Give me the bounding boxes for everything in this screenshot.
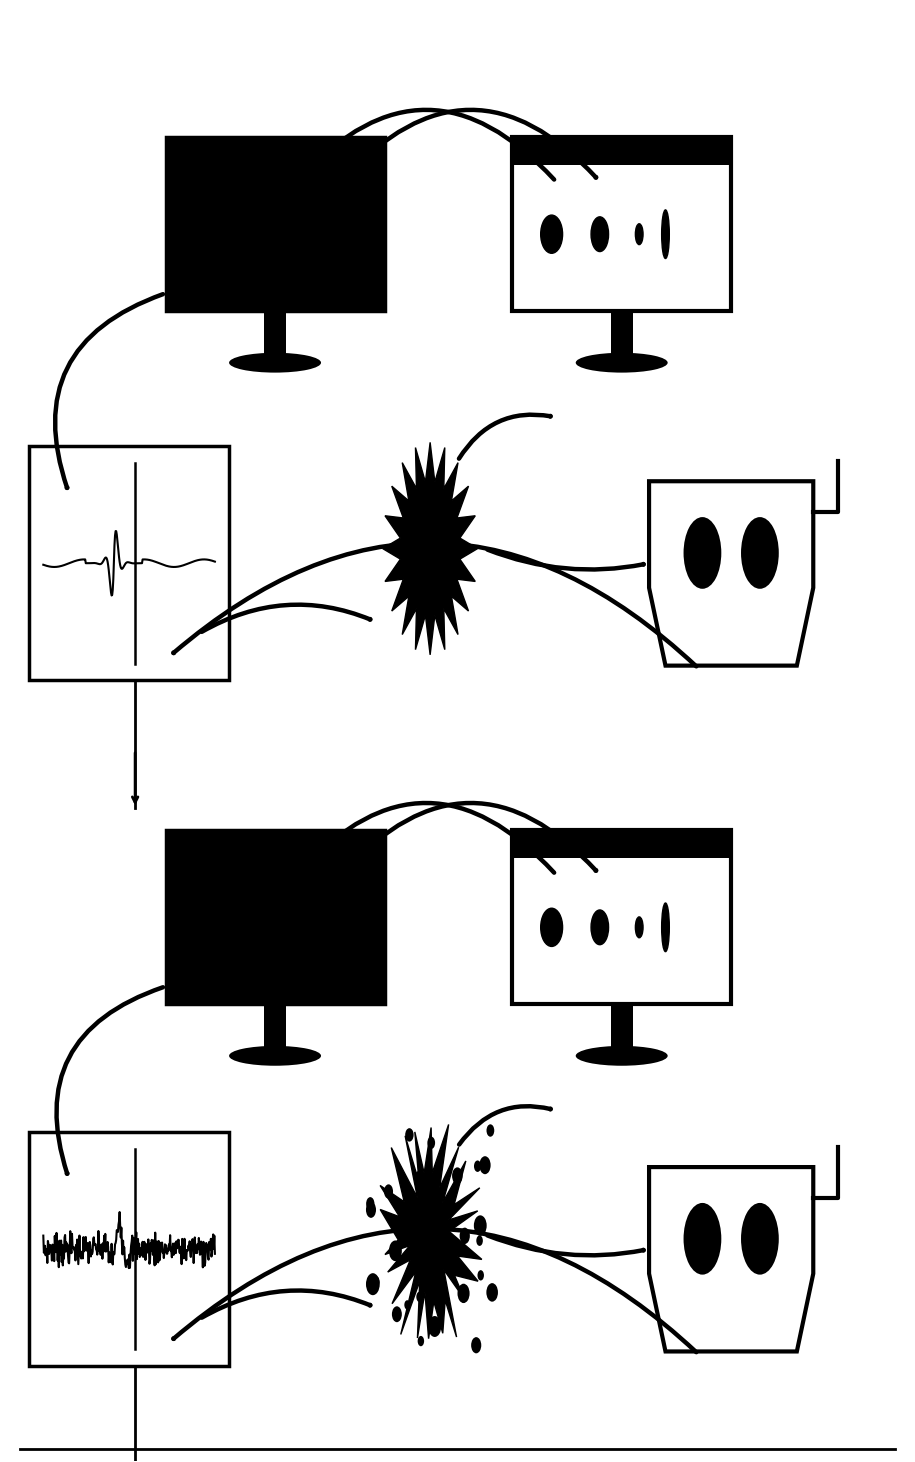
Bar — [512, 830, 731, 858]
Bar — [512, 137, 731, 165]
Circle shape — [487, 1284, 498, 1301]
Circle shape — [407, 1196, 419, 1213]
Circle shape — [417, 1336, 425, 1347]
Circle shape — [471, 1338, 481, 1354]
Bar — [610, 310, 632, 355]
Ellipse shape — [229, 1045, 321, 1066]
Circle shape — [425, 1273, 434, 1285]
Circle shape — [452, 1167, 463, 1184]
Ellipse shape — [229, 352, 321, 373]
Circle shape — [366, 1197, 374, 1211]
Bar — [512, 137, 731, 310]
Circle shape — [458, 1284, 469, 1303]
Circle shape — [392, 1306, 402, 1322]
Ellipse shape — [541, 215, 563, 253]
Circle shape — [404, 1300, 410, 1310]
Ellipse shape — [635, 224, 643, 244]
Bar — [166, 137, 384, 310]
Polygon shape — [649, 481, 813, 665]
Ellipse shape — [662, 904, 669, 952]
Circle shape — [474, 1215, 487, 1235]
Circle shape — [416, 1291, 423, 1303]
Bar — [512, 830, 731, 1004]
Circle shape — [426, 1287, 437, 1306]
Circle shape — [477, 1235, 483, 1246]
Circle shape — [478, 1270, 484, 1281]
Bar — [264, 1004, 286, 1048]
Ellipse shape — [635, 917, 643, 937]
Bar — [620, 310, 627, 355]
Circle shape — [366, 1273, 380, 1295]
Ellipse shape — [576, 352, 668, 373]
Circle shape — [428, 1316, 441, 1336]
Circle shape — [405, 1129, 414, 1142]
Circle shape — [459, 1228, 470, 1244]
Bar — [28, 446, 230, 680]
Circle shape — [372, 1276, 380, 1287]
Bar — [620, 1004, 627, 1048]
Bar — [610, 1004, 632, 1048]
Ellipse shape — [684, 518, 721, 589]
Circle shape — [439, 1190, 445, 1199]
Ellipse shape — [591, 909, 608, 944]
Circle shape — [428, 1181, 437, 1196]
Polygon shape — [649, 1167, 813, 1351]
Ellipse shape — [541, 908, 563, 946]
Ellipse shape — [576, 1045, 668, 1066]
Polygon shape — [382, 443, 478, 655]
Circle shape — [384, 1184, 393, 1199]
Circle shape — [487, 1124, 494, 1137]
Ellipse shape — [684, 1203, 721, 1275]
Bar — [616, 1004, 623, 1048]
Circle shape — [414, 1171, 423, 1183]
Bar — [616, 310, 623, 355]
Bar — [28, 1132, 230, 1366]
Circle shape — [389, 1240, 402, 1262]
Ellipse shape — [662, 211, 669, 259]
Circle shape — [366, 1202, 376, 1218]
Circle shape — [474, 1161, 481, 1173]
Ellipse shape — [741, 1203, 779, 1275]
Circle shape — [427, 1136, 436, 1149]
Ellipse shape — [591, 216, 608, 251]
Bar — [264, 310, 286, 355]
Circle shape — [479, 1156, 490, 1174]
Ellipse shape — [741, 518, 779, 589]
Polygon shape — [380, 1124, 482, 1339]
Bar — [166, 830, 384, 1004]
